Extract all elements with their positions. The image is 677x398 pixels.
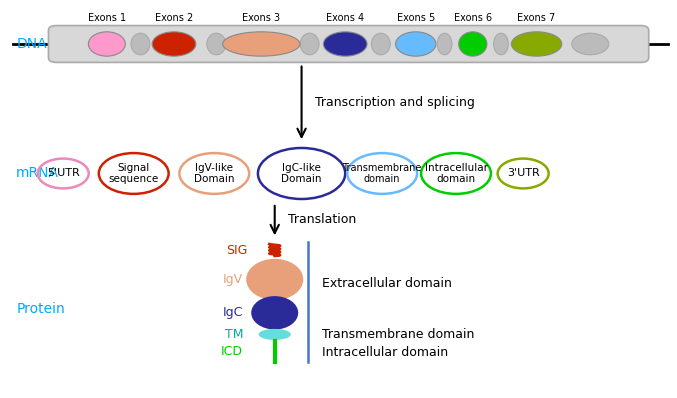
Ellipse shape	[89, 32, 125, 56]
Text: Signal
sequence: Signal sequence	[108, 163, 159, 184]
Text: Exons 5: Exons 5	[397, 13, 435, 23]
Text: 5'UTR: 5'UTR	[47, 168, 80, 178]
Ellipse shape	[494, 33, 508, 55]
Text: Exons 6: Exons 6	[454, 13, 492, 23]
Ellipse shape	[223, 32, 300, 56]
Text: Intracellular domain: Intracellular domain	[322, 346, 448, 359]
Ellipse shape	[459, 32, 487, 56]
Text: IgC: IgC	[223, 306, 243, 319]
Text: Protein: Protein	[16, 302, 65, 316]
Text: 3'UTR: 3'UTR	[507, 168, 540, 178]
Text: Exons 1: Exons 1	[88, 13, 126, 23]
Ellipse shape	[259, 329, 291, 340]
Ellipse shape	[324, 32, 367, 56]
Text: IgV: IgV	[223, 273, 243, 286]
Text: Exons 2: Exons 2	[155, 13, 193, 23]
Ellipse shape	[131, 33, 150, 55]
Text: TM: TM	[225, 328, 243, 341]
Text: Transmembrane domain: Transmembrane domain	[322, 328, 474, 341]
Ellipse shape	[251, 296, 298, 330]
Text: Exons 4: Exons 4	[326, 13, 364, 23]
Ellipse shape	[246, 259, 303, 300]
Ellipse shape	[511, 32, 562, 56]
Ellipse shape	[300, 33, 319, 55]
Ellipse shape	[572, 33, 609, 55]
Text: IgC-like
Domain: IgC-like Domain	[282, 163, 322, 184]
Text: Exons 3: Exons 3	[242, 13, 280, 23]
Text: Exons 7: Exons 7	[517, 13, 556, 23]
Text: Extracellular domain: Extracellular domain	[322, 277, 452, 290]
Ellipse shape	[207, 33, 225, 55]
Text: DNA: DNA	[16, 37, 47, 51]
FancyBboxPatch shape	[49, 25, 649, 62]
Text: ICD: ICD	[221, 345, 243, 358]
Text: Intracellular
domain: Intracellular domain	[424, 163, 487, 184]
Ellipse shape	[437, 33, 452, 55]
Text: Transmembrane
domain: Transmembrane domain	[343, 163, 422, 184]
Text: mRNA: mRNA	[16, 166, 59, 180]
Ellipse shape	[395, 32, 436, 56]
Text: Transcription and splicing: Transcription and splicing	[315, 96, 475, 109]
Text: IgV-like
Domain: IgV-like Domain	[194, 163, 234, 184]
Ellipse shape	[152, 32, 196, 56]
Text: SIG: SIG	[227, 244, 248, 257]
Text: Translation: Translation	[288, 213, 356, 226]
Ellipse shape	[372, 33, 390, 55]
